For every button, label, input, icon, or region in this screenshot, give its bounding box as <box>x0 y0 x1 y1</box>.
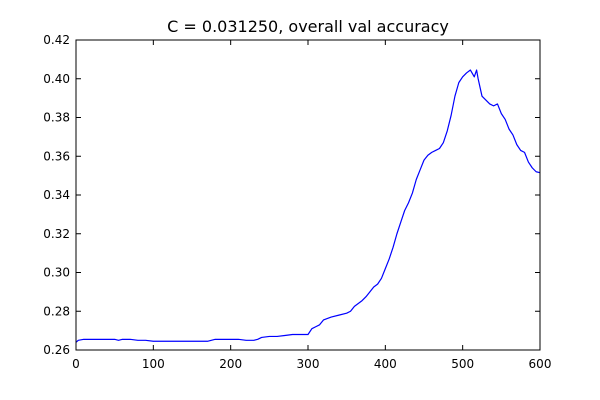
chart-title: C = 0.031250, overall val accuracy <box>167 17 449 36</box>
x-tick-label: 500 <box>451 357 474 371</box>
series-line-0 <box>75 69 541 343</box>
y-tick-label: 0.42 <box>43 33 70 47</box>
x-tick-label: 200 <box>219 357 242 371</box>
y-tick-label: 0.32 <box>43 227 70 241</box>
x-tick-label: 100 <box>142 357 165 371</box>
x-tick-label: 300 <box>297 357 320 371</box>
y-tick-label: 0.36 <box>43 149 70 163</box>
x-tick-label: 600 <box>529 357 552 371</box>
y-tick-label: 0.38 <box>43 111 70 125</box>
y-tick-label: 0.40 <box>43 72 70 86</box>
x-tick-label: 400 <box>374 357 397 371</box>
y-tick-label: 0.34 <box>43 188 70 202</box>
y-tick-label: 0.30 <box>43 266 70 280</box>
y-tick-label: 0.26 <box>43 343 70 357</box>
plot-frame <box>75 39 541 351</box>
plot-area: 0 100 200 300 400 500 600 0.26 0.28 0.30 0.32 0.34 0… <box>43 33 551 371</box>
y-tick-label: 0.28 <box>43 304 70 318</box>
x-tick-label: 0 <box>72 357 80 371</box>
